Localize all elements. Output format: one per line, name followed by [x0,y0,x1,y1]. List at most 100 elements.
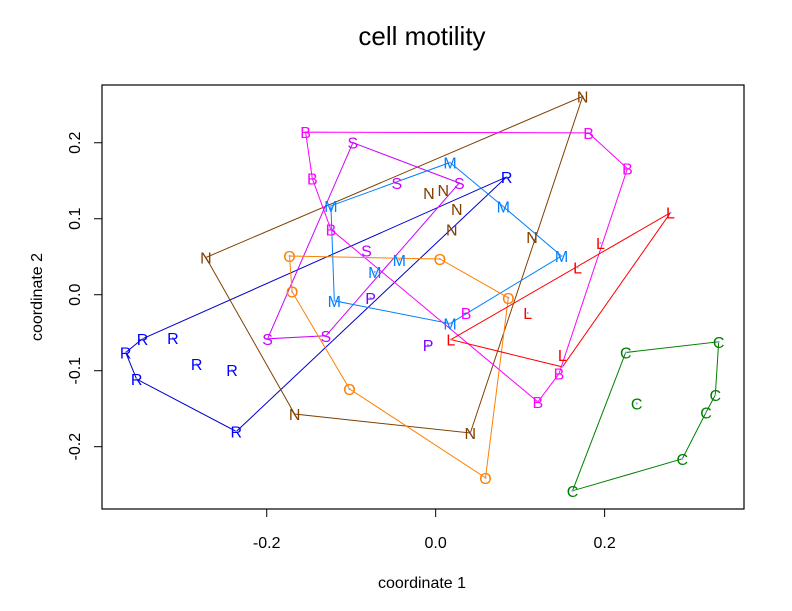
y-tick-label: -0.1 [67,357,84,385]
point-B: B [300,125,311,142]
point-R: R [131,372,143,389]
point-dot [717,340,720,343]
point-M: M [328,294,341,311]
point-L: L [446,333,455,350]
x-tick-label: -0.2 [253,535,281,552]
point-dot [311,177,314,180]
point-dot [599,242,602,245]
point-O: O [283,249,295,266]
point-dot [293,413,296,416]
point-dot [369,296,372,299]
point-N: N [526,230,538,247]
point-L: L [596,236,605,253]
point-dot [561,365,564,368]
point-N: N [465,426,477,443]
point-dot [505,175,508,178]
hull-lines [125,95,720,492]
point-dot [135,378,138,381]
point-M: M [368,265,381,282]
x-tick-label: 0.0 [425,535,447,552]
point-dot [581,95,584,98]
hull-R [125,176,507,433]
point-O: O [479,471,491,488]
point-S: S [262,332,273,349]
point-P: P [423,338,434,355]
point-O: O [502,291,514,308]
point-B: B [554,367,565,384]
hull-C [571,341,720,492]
point-dot [141,337,144,340]
point-N: N [200,250,212,267]
point-dot [449,338,452,341]
point-dot [681,457,684,460]
point-S: S [454,176,465,193]
point-C: C [713,335,725,352]
point-dot [266,337,269,340]
point-L: L [523,306,532,323]
point-M: M [555,249,568,266]
point-dot [571,489,574,492]
point-dot [450,228,453,231]
point-dot [455,207,458,210]
point-dot [291,290,294,293]
point-dot [329,204,332,207]
point-C: C [631,396,643,413]
x-tick-label: 0.2 [593,535,615,552]
point-C: C [700,405,712,422]
point-dot [442,188,445,191]
point-dot [507,296,510,299]
point-dot [704,411,707,414]
point-dot [427,191,430,194]
hull-B [305,131,628,403]
point-R: R [167,331,179,348]
point-dot [231,368,234,371]
hull-O [288,255,509,479]
y-tick-label: 0.2 [67,132,84,154]
point-L: L [573,260,582,277]
point-S: S [391,176,402,193]
point-S: S [361,244,372,261]
point-B: B [461,306,472,323]
point-dot [124,351,127,354]
point-dot [714,394,717,397]
y-tick-label: 0.1 [67,208,84,230]
point-dot [587,131,590,134]
y-tick-label: -0.2 [67,433,84,461]
point-N: N [437,183,449,200]
point-dot [329,228,332,231]
hull-L [449,212,671,368]
point-dot [484,476,487,479]
point-dot [304,131,307,134]
point-dot [449,161,452,164]
point-dot [536,400,539,403]
point-L: L [558,348,567,365]
point-R: R [231,424,243,441]
point-dot [624,351,627,354]
point-O: O [343,382,355,399]
point-C: C [567,484,579,501]
point-dot [195,362,198,365]
point-R: R [120,345,132,362]
y-axis: -0.2 -0.1 0.0 0.1 0.2 [67,132,102,461]
point-L: L [666,206,675,223]
point-M: M [324,199,337,216]
point-N: N [423,186,435,203]
point-R: R [501,170,513,187]
point-M: M [443,317,456,334]
point-dot [204,256,207,259]
point-B: B [583,126,594,143]
point-R: R [191,357,203,374]
point-N: N [289,407,301,424]
point-M: M [443,156,456,173]
point-dot [438,258,441,261]
point-S: S [321,329,332,346]
point-C: C [709,388,721,405]
point-dot [365,249,368,252]
point-dot [469,432,472,435]
point-B: B [307,171,318,188]
y-axis-label: coordinate 2 [29,253,46,341]
plot-frame [101,84,745,510]
point-O: O [434,252,446,269]
